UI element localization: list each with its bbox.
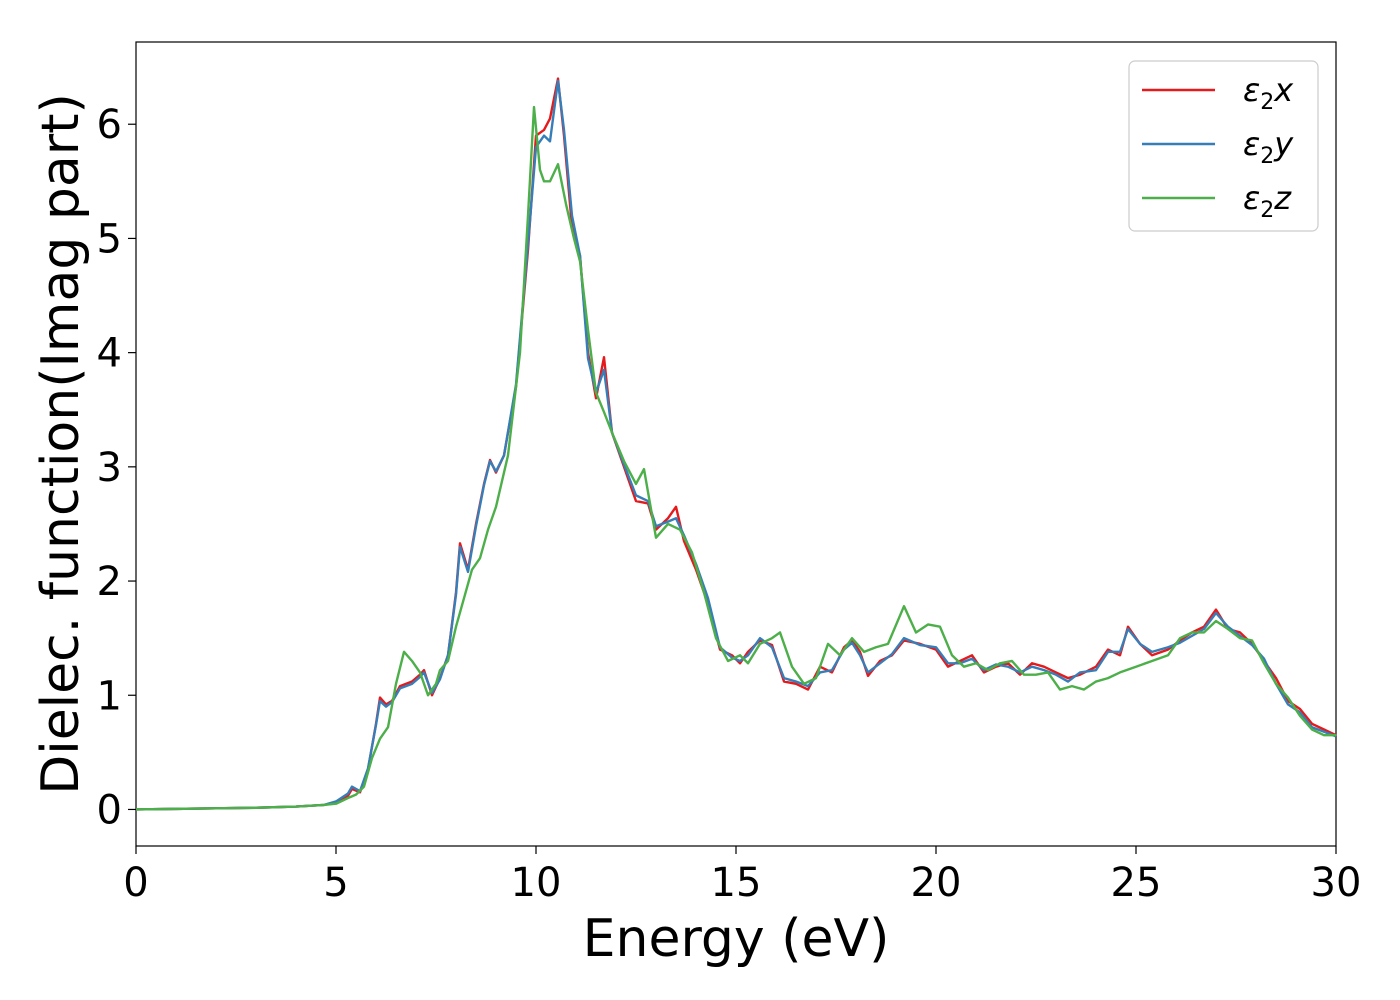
series-line-z bbox=[135, 105, 1336, 811]
x-axis: 0 5 10 15 20 25 30 bbox=[123, 846, 1361, 906]
y-axis: 0 1 2 3 4 5 6 bbox=[97, 102, 136, 833]
legend-label-z: ε2z bbox=[1243, 179, 1292, 223]
y-tick-label: 5 bbox=[97, 216, 122, 262]
y-tick-label: 6 bbox=[97, 102, 122, 148]
legend-box bbox=[1128, 60, 1319, 232]
x-axis-title: Energy (eV) bbox=[583, 909, 890, 969]
legend-label-y: ε2y bbox=[1243, 125, 1294, 169]
y-tick-label: 3 bbox=[97, 445, 122, 491]
x-tick-label: 10 bbox=[511, 860, 562, 906]
y-tick-label: 4 bbox=[97, 331, 122, 377]
series-layer bbox=[135, 77, 1337, 811]
legend-label-x: ε2x bbox=[1243, 71, 1294, 115]
y-tick-label: 0 bbox=[97, 787, 122, 833]
x-tick-label: 25 bbox=[1111, 860, 1162, 906]
x-tick-label: 30 bbox=[1311, 860, 1362, 906]
y-tick-label: 1 bbox=[97, 673, 122, 719]
legend: ε2x ε2y ε2z bbox=[1128, 60, 1319, 232]
x-tick-label: 15 bbox=[711, 860, 762, 906]
x-tick-label: 5 bbox=[323, 860, 348, 906]
x-tick-label: 0 bbox=[123, 860, 148, 906]
y-tick-label: 2 bbox=[97, 559, 122, 605]
y-axis-title: Dielec. function(Imag part) bbox=[31, 93, 91, 795]
x-tick-label: 20 bbox=[911, 860, 962, 906]
